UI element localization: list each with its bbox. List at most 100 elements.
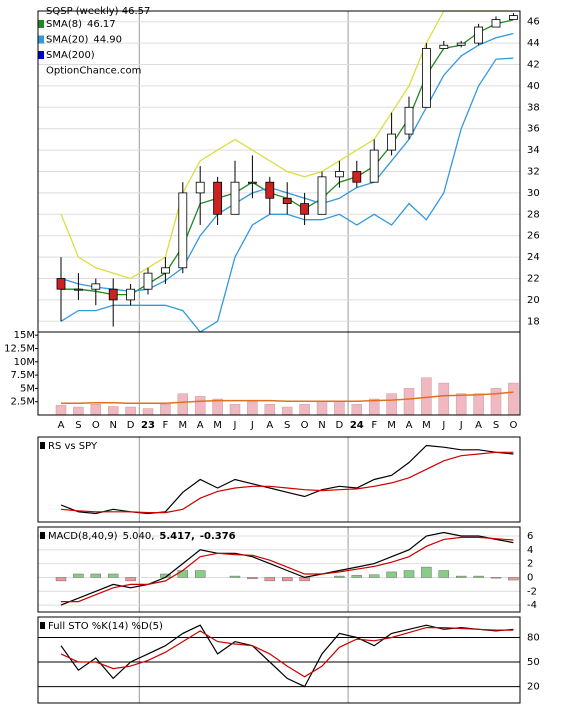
y-tick-label: 80 <box>527 632 540 643</box>
x-tick-label: M <box>178 420 187 431</box>
legend-value: 46.17 <box>87 19 116 30</box>
x-tick-label: M <box>422 420 431 431</box>
x-tick-label: M <box>387 420 396 431</box>
legend-value: -0.376 <box>200 531 236 542</box>
y-tick-label: 38 <box>527 102 540 113</box>
histogram-bar <box>229 575 241 578</box>
volume-bar <box>142 408 154 416</box>
panel-frame <box>37 526 521 613</box>
candle-body <box>334 171 344 178</box>
histogram-bar <box>369 574 380 578</box>
y-tick-label: 50 <box>527 657 540 668</box>
indicator-line <box>60 451 514 514</box>
panel-frame <box>37 436 521 523</box>
x-tick-label: J <box>459 420 463 431</box>
panel-title: RS vs SPY <box>48 441 98 452</box>
candle-body <box>108 288 118 301</box>
indicator-line <box>61 536 514 603</box>
x-tick-label: A <box>197 420 204 431</box>
volume-bar <box>299 404 310 416</box>
volume-bar <box>160 404 171 416</box>
y-tick-label: 24 <box>527 252 540 263</box>
candle-body <box>456 42 466 46</box>
x-tick-label: D <box>127 420 135 431</box>
candle-body <box>126 288 135 301</box>
histogram-bar <box>90 573 102 578</box>
volume-bar <box>55 405 67 416</box>
x-tick-label: N <box>109 420 116 431</box>
legend-value: 44.90 <box>93 35 122 46</box>
volume-bar <box>334 401 345 416</box>
candle-body <box>195 181 205 194</box>
legend-swatch <box>38 51 44 59</box>
candle-body <box>317 176 327 215</box>
y-tick-label: 28 <box>527 209 540 220</box>
x-tick-label: S <box>284 420 290 431</box>
x-tick-label: O <box>509 420 517 431</box>
panel-title: MACD(8,40,9) <box>48 531 118 542</box>
volume-bar <box>107 406 119 416</box>
legend-swatch <box>40 622 45 629</box>
candle-body <box>387 133 397 151</box>
histogram-bar <box>177 570 189 578</box>
y-tick-label: 18 <box>527 316 540 327</box>
x-tick-label: A <box>406 420 413 431</box>
volume-bar <box>73 406 84 416</box>
candle-body <box>439 44 449 49</box>
candle-body <box>404 106 414 135</box>
y-tick-label: 7.5M <box>10 370 35 381</box>
volume-bar <box>438 382 450 416</box>
y-tick-label: 20 <box>527 682 540 693</box>
x-tick-label: 24 <box>350 420 364 431</box>
histogram-bar <box>386 571 397 578</box>
histogram-bar <box>282 577 293 582</box>
volume-bar <box>386 393 397 416</box>
histogram-bar <box>421 566 432 578</box>
volume-bar <box>490 388 502 416</box>
histogram-bar <box>456 575 467 578</box>
x-tick-label: O <box>301 420 309 431</box>
candle-body <box>247 181 257 184</box>
x-tick-label: S <box>75 420 81 431</box>
y-tick-label: 20 <box>527 295 540 306</box>
legend-label: SMA(8) <box>46 19 82 30</box>
candle-body <box>491 19 501 28</box>
y-tick-label: 34 <box>527 145 540 156</box>
histogram-bar <box>107 573 119 578</box>
legend-label: SMA(20) <box>46 35 88 46</box>
x-tick-label: D <box>336 420 344 431</box>
volume-bar <box>473 393 484 416</box>
y-tick-label: 46 <box>527 17 540 28</box>
histogram-bar <box>125 577 136 582</box>
legend-swatch <box>38 35 44 44</box>
histogram-bar <box>194 570 206 578</box>
candle-body <box>352 171 362 183</box>
volume-bar <box>508 382 519 416</box>
volume-bar <box>194 396 206 416</box>
y-tick-label: 30 <box>527 188 540 199</box>
candle-body <box>143 272 153 290</box>
candle-body <box>91 283 101 290</box>
legend-value: 5.040, <box>123 531 155 542</box>
upper-band <box>60 10 514 280</box>
histogram-bar <box>247 577 258 580</box>
volume-bar <box>177 393 189 416</box>
y-tick-label: 40 <box>527 81 540 92</box>
histogram-bar <box>403 570 415 578</box>
histogram-bar <box>438 570 449 578</box>
candle-body <box>474 26 484 44</box>
legend-swatch <box>38 20 44 28</box>
histogram-bar <box>55 577 67 582</box>
x-tick-label: J <box>441 420 445 431</box>
indicator-line <box>60 531 514 606</box>
volume-bar <box>281 406 293 416</box>
candle-body <box>421 48 431 108</box>
panel-frame <box>37 331 521 416</box>
volume-average <box>61 391 514 405</box>
candle-body <box>213 181 223 215</box>
volume-bar <box>403 388 415 416</box>
candle-body <box>230 181 240 215</box>
x-tick-label: F <box>163 420 169 431</box>
